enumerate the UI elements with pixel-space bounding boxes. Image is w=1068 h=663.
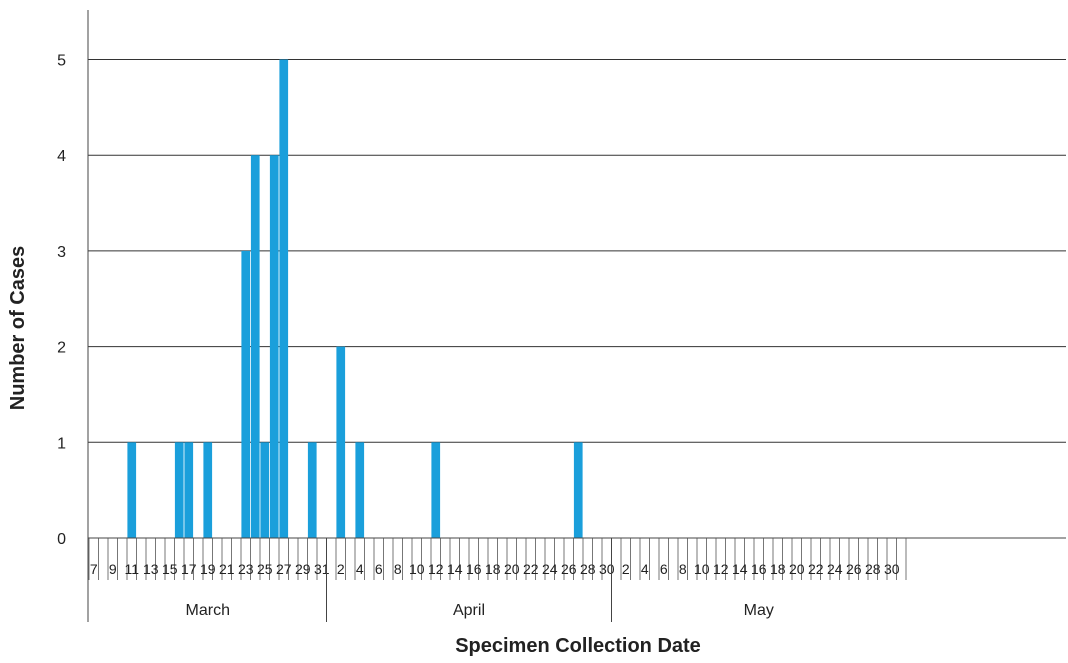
x-tick-label: 4 <box>641 561 649 577</box>
month-label: April <box>453 602 485 619</box>
x-tick-label: 10 <box>694 561 710 577</box>
x-tick-label: 16 <box>466 561 482 577</box>
x-tick-label: 28 <box>580 561 596 577</box>
x-tick-label: 30 <box>599 561 615 577</box>
x-axis-title: Specimen Collection Date <box>455 635 701 657</box>
x-tick-label: 27 <box>276 561 292 577</box>
x-tick-label: 12 <box>713 561 729 577</box>
bar <box>250 155 260 538</box>
x-tick-label: 9 <box>109 561 117 577</box>
bars <box>127 59 583 538</box>
x-tick-label: 6 <box>660 561 668 577</box>
bar <box>307 442 317 538</box>
x-tick-label: 18 <box>485 561 501 577</box>
y-tick-labels: 0 1 2 3 4 5 <box>57 53 66 549</box>
x-tick-labels: 7 9 11 13 15 17 19 21 23 25 27 29 31 2 4 6 8 10 12 14 16 18 20… <box>88 538 907 580</box>
x-tick-label: 14 <box>732 561 748 577</box>
x-tick-label: 24 <box>827 561 843 577</box>
x-tick-label: 23 <box>238 561 254 577</box>
bar <box>260 442 270 538</box>
bar <box>431 442 441 538</box>
y-tick-label: 3 <box>57 244 66 261</box>
x-tick-label: 31 <box>314 561 330 577</box>
bar <box>573 442 583 538</box>
bar <box>336 346 346 538</box>
x-tick-label: 21 <box>219 561 235 577</box>
gridlines <box>88 59 1066 443</box>
y-tick-label: 5 <box>57 53 66 70</box>
x-tick-label: 10 <box>409 561 425 577</box>
month-label: May <box>744 602 774 619</box>
y-tick-label: 2 <box>57 340 66 357</box>
x-tick-label: 4 <box>356 561 364 577</box>
x-tick-label: 14 <box>447 561 463 577</box>
x-tick-label: 22 <box>808 561 824 577</box>
x-tick-label: 16 <box>751 561 767 577</box>
x-tick-label: 19 <box>200 561 216 577</box>
x-tick-label: 18 <box>770 561 786 577</box>
bar <box>355 442 365 538</box>
x-tick-label: 2 <box>622 561 630 577</box>
y-tick-label: 0 <box>57 531 66 548</box>
x-tick-label: 15 <box>162 561 178 577</box>
x-tick-label: 26 <box>561 561 577 577</box>
bar <box>174 442 184 538</box>
x-tick-label: 17 <box>181 561 197 577</box>
bar <box>279 59 289 538</box>
bar <box>127 442 137 538</box>
x-tick-label: 26 <box>846 561 862 577</box>
x-tick-label: 8 <box>679 561 687 577</box>
x-tick-label: 6 <box>375 561 383 577</box>
bar <box>269 155 279 538</box>
x-tick-label: 13 <box>143 561 159 577</box>
x-tick-label: 11 <box>124 561 139 577</box>
x-tick-label: 30 <box>884 561 900 577</box>
month-label: March <box>186 602 230 619</box>
x-tick-label: 20 <box>504 561 520 577</box>
x-tick-label: 7 <box>90 561 98 577</box>
x-tick-label: 24 <box>542 561 558 577</box>
x-tick-label: 25 <box>257 561 273 577</box>
month-labels: March April May <box>186 538 774 622</box>
bar <box>241 250 251 538</box>
bar <box>184 442 194 538</box>
x-tick-label: 28 <box>865 561 881 577</box>
y-tick-label: 4 <box>57 148 66 165</box>
axes <box>87 10 1066 622</box>
x-tick-label: 12 <box>428 561 444 577</box>
y-tick-label: 1 <box>57 435 66 452</box>
y-axis-title: Number of Cases <box>7 246 29 411</box>
x-tick-label: 29 <box>295 561 311 577</box>
x-tick-label: 8 <box>394 561 402 577</box>
x-tick-label: 20 <box>789 561 805 577</box>
bar <box>203 442 213 538</box>
x-tick-label: 2 <box>337 561 345 577</box>
x-tick-label: 22 <box>523 561 539 577</box>
